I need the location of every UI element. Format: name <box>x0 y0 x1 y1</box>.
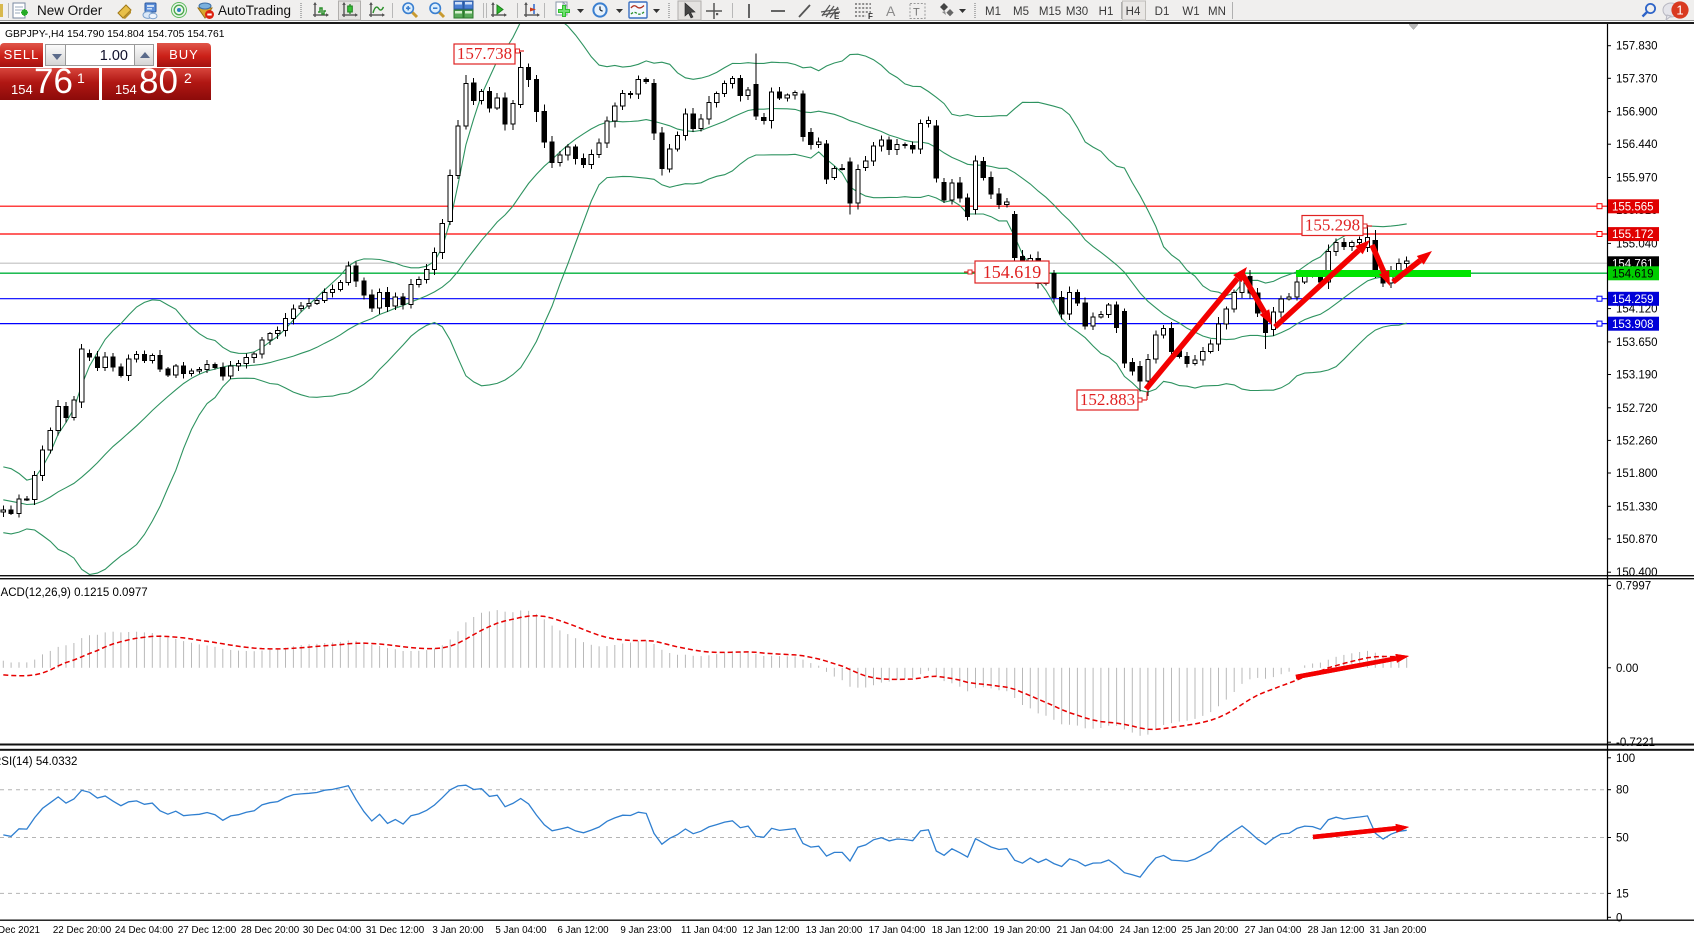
svg-text:152.260: 152.260 <box>1616 435 1658 447</box>
svg-text:18 Jan 12:00: 18 Jan 12:00 <box>932 925 989 936</box>
svg-text:19 Jan 20:00: 19 Jan 20:00 <box>994 925 1051 936</box>
svg-text:155.298: 155.298 <box>1305 216 1360 235</box>
svg-text:153.908: 153.908 <box>1612 319 1654 331</box>
svg-text:A: A <box>886 3 896 19</box>
svg-text:AutoTrading: AutoTrading <box>218 3 291 18</box>
svg-text:50: 50 <box>1616 833 1629 845</box>
svg-text:150.870: 150.870 <box>1616 534 1658 546</box>
svg-text:24 Dec 04:00: 24 Dec 04:00 <box>115 925 174 936</box>
svg-text:0.7997: 0.7997 <box>1616 580 1651 592</box>
svg-text:21 Jan 04:00: 21 Jan 04:00 <box>1057 925 1114 936</box>
svg-text:D1: D1 <box>1155 6 1170 18</box>
svg-text:1: 1 <box>1676 3 1683 18</box>
svg-text:156.900: 156.900 <box>1616 107 1658 119</box>
svg-text:22 Dec 20:00: 22 Dec 20:00 <box>53 925 112 936</box>
svg-text:155.970: 155.970 <box>1616 173 1658 185</box>
svg-text:27 Jan 04:00: 27 Jan 04:00 <box>1245 925 1302 936</box>
svg-text:13 Jan 20:00: 13 Jan 20:00 <box>806 925 863 936</box>
svg-text:0.00: 0.00 <box>1616 663 1638 675</box>
svg-text:9 Jan 23:00: 9 Jan 23:00 <box>620 925 672 936</box>
svg-text:154.619: 154.619 <box>1612 268 1654 280</box>
svg-text:T: T <box>913 7 920 19</box>
svg-text:25 Jan 20:00: 25 Jan 20:00 <box>1182 925 1239 936</box>
svg-text:17 Jan 04:00: 17 Jan 04:00 <box>869 925 926 936</box>
svg-text:27 Dec 12:00: 27 Dec 12:00 <box>178 925 237 936</box>
svg-text:31 Jan 20:00: 31 Jan 20:00 <box>1370 925 1427 936</box>
svg-text:30 Dec 04:00: 30 Dec 04:00 <box>303 925 362 936</box>
svg-text:11 Jan 04:00: 11 Jan 04:00 <box>681 925 737 936</box>
svg-text:155.565: 155.565 <box>1612 201 1654 213</box>
svg-text:W1: W1 <box>1182 6 1199 18</box>
svg-text:157.830: 157.830 <box>1616 41 1658 53</box>
svg-text:153.650: 153.650 <box>1616 337 1658 349</box>
svg-text:New Order: New Order <box>37 3 103 18</box>
svg-text:154.619: 154.619 <box>983 262 1042 282</box>
svg-text:RSI(14) 54.0332: RSI(14) 54.0332 <box>0 756 77 768</box>
svg-text:3 Jan 20:00: 3 Jan 20:00 <box>432 925 484 936</box>
svg-text:100: 100 <box>1616 753 1635 765</box>
svg-text:5 Jan 04:00: 5 Jan 04:00 <box>495 925 547 936</box>
svg-text:H1: H1 <box>1099 6 1114 18</box>
svg-text:80: 80 <box>1616 785 1629 797</box>
svg-text:152.720: 152.720 <box>1616 403 1658 415</box>
svg-text:M5: M5 <box>1013 6 1029 18</box>
svg-text:151.800: 151.800 <box>1616 468 1658 480</box>
svg-text:28 Jan 12:00: 28 Jan 12:00 <box>1308 925 1365 936</box>
svg-text:157.738: 157.738 <box>457 44 512 63</box>
svg-text:151.330: 151.330 <box>1616 501 1658 513</box>
svg-text:Dec 2021: Dec 2021 <box>0 925 40 936</box>
svg-text:MN: MN <box>1208 6 1226 18</box>
svg-text:M15: M15 <box>1039 6 1061 18</box>
svg-text:-0.7221: -0.7221 <box>1616 737 1655 749</box>
svg-text:154.120: 154.120 <box>1616 304 1658 316</box>
svg-text:156.440: 156.440 <box>1616 139 1658 151</box>
svg-text:28 Dec 20:00: 28 Dec 20:00 <box>241 925 300 936</box>
svg-text:153.190: 153.190 <box>1616 370 1658 382</box>
svg-text:152.883: 152.883 <box>1080 390 1135 409</box>
svg-text:E: E <box>834 12 840 21</box>
svg-text:154.259: 154.259 <box>1612 294 1654 306</box>
svg-text:6 Jan 12:00: 6 Jan 12:00 <box>557 925 609 936</box>
svg-text:155.172: 155.172 <box>1612 229 1654 241</box>
svg-text:MACD(12,26,9) 0.1215 0.0977: MACD(12,26,9) 0.1215 0.0977 <box>0 587 148 599</box>
svg-text:155.040: 155.040 <box>1616 238 1658 250</box>
svg-text:M30: M30 <box>1066 6 1088 18</box>
svg-text:0: 0 <box>1616 912 1622 924</box>
svg-text:24 Jan 12:00: 24 Jan 12:00 <box>1120 925 1177 936</box>
svg-text:12 Jan 12:00: 12 Jan 12:00 <box>743 925 800 936</box>
svg-text:H4: H4 <box>1126 6 1141 18</box>
svg-text:F: F <box>868 12 873 21</box>
svg-text:M1: M1 <box>985 6 1001 18</box>
svg-text:GBPJPY-,H4 154.790 154.804 15: GBPJPY-,H4 154.790 154.804 154.705 154.7… <box>5 29 225 40</box>
svg-text:157.370: 157.370 <box>1616 73 1658 85</box>
svg-text:150.400: 150.400 <box>1616 567 1658 579</box>
svg-text:15: 15 <box>1616 888 1629 900</box>
svg-text:31 Dec 12:00: 31 Dec 12:00 <box>366 925 425 936</box>
